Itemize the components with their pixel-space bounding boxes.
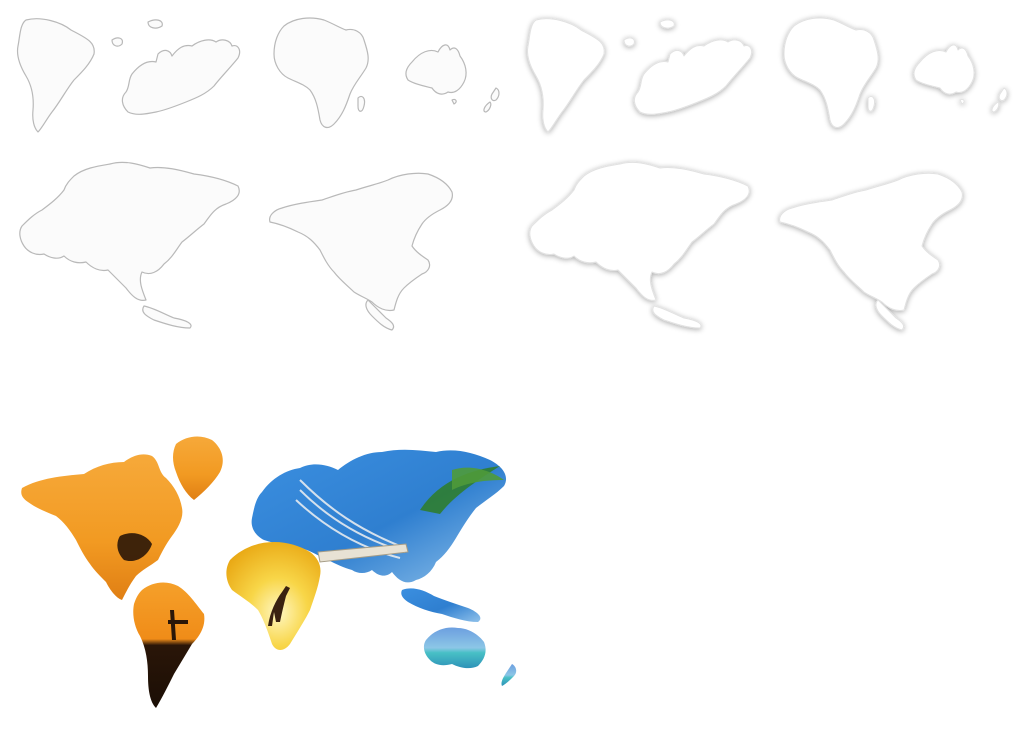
- north-america-photo-region: [21, 454, 183, 600]
- north-america-outline: [269, 172, 453, 331]
- figure-silhouette: [168, 610, 188, 640]
- south-america-soft: [526, 18, 605, 133]
- southeast-asia-photo-region: [401, 588, 481, 622]
- australia-photo-region: [423, 627, 486, 669]
- giraffe-silhouette: [268, 586, 290, 626]
- outline-set-row-1: [16, 17, 500, 133]
- australia-outline: [405, 44, 467, 105]
- greenland-photo-region: [173, 436, 223, 500]
- europe-outline: [111, 19, 241, 115]
- south-america-photo-region: [133, 582, 205, 708]
- new-zealand-outline: [483, 87, 500, 113]
- photo-world-map: [21, 436, 517, 708]
- new-zealand-photo-region: [501, 664, 517, 686]
- soft-set-row-2: [529, 161, 963, 331]
- australia-soft: [913, 44, 975, 105]
- south-america-outline: [16, 18, 95, 133]
- north-america-soft: [779, 172, 963, 331]
- africa-soft: [783, 17, 879, 128]
- tree-silhouette: [117, 533, 152, 562]
- africa-photo-region: [226, 542, 321, 650]
- africa-outline: [273, 17, 369, 129]
- soft-set-row-1: [526, 17, 1008, 133]
- palm-leaf-2: [452, 467, 504, 490]
- asia-soft: [529, 161, 750, 329]
- new-zealand-soft: [991, 87, 1008, 113]
- hammock-bed: [317, 543, 409, 563]
- asia-outline: [19, 161, 240, 329]
- outline-set-row-2: [19, 161, 453, 331]
- europe-soft: [623, 19, 753, 115]
